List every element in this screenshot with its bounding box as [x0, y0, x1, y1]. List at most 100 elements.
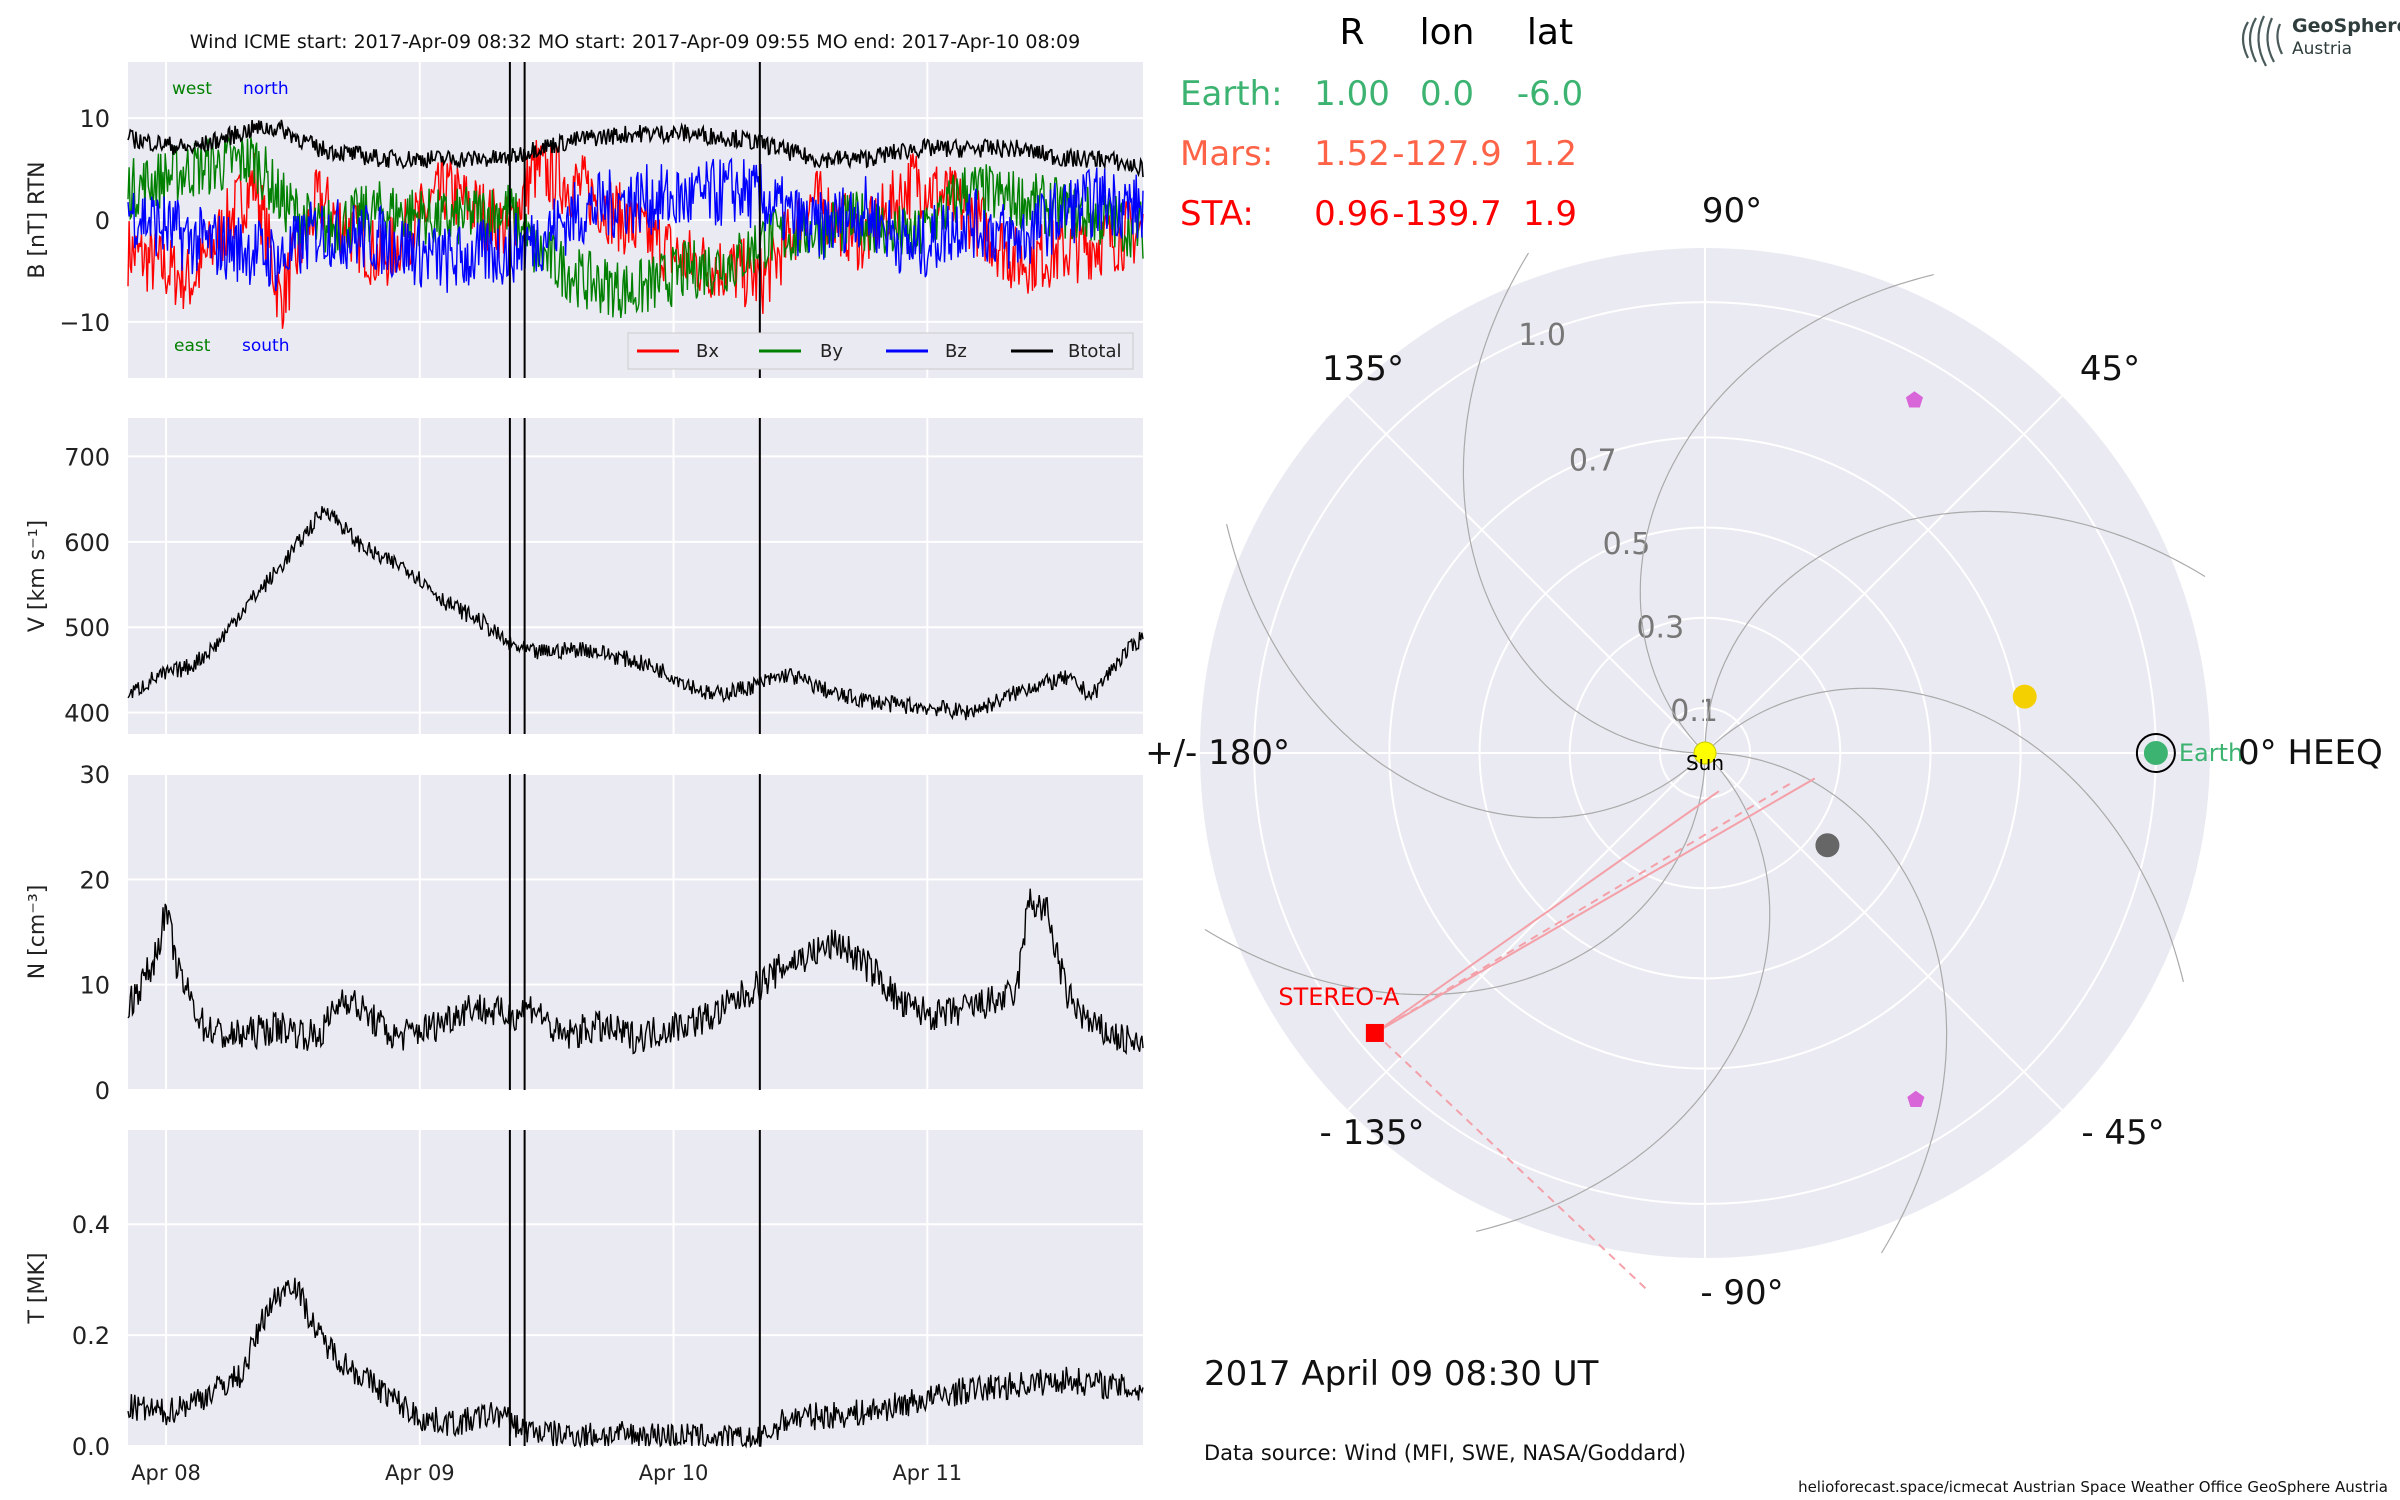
y-tick-label: 600: [64, 529, 110, 557]
table-cell: -139.7: [1392, 194, 1502, 234]
table-cell: 0.96: [1314, 194, 1390, 234]
x-tick-label: Apr 08: [131, 1461, 201, 1485]
x-tick-label: Apr 11: [892, 1461, 962, 1485]
mercury-marker: [1815, 833, 1840, 858]
series-line-t: [127, 1277, 1144, 1449]
angular-grid-line: [1347, 752, 1706, 1111]
y-tick-label: 0: [95, 1077, 110, 1105]
stereo-a-view-line: [1374, 777, 1816, 1034]
parker-spiral: [1462, 252, 1705, 754]
earth-marker: [2143, 741, 2168, 765]
table-cell: 1.2: [1523, 134, 1577, 174]
stereo-a-view-line: [1374, 782, 1791, 1034]
angular-grid-line: [1704, 752, 2063, 1111]
time-axis-ticks: Apr 08 Apr 09 Apr 10 Apr 11: [131, 1461, 962, 1485]
parker-spiral: [1226, 524, 1706, 819]
y-tick-label: 400: [64, 700, 110, 728]
angle-label: 135°: [1322, 349, 1404, 389]
x-tick-label: Apr 10: [639, 1461, 709, 1485]
angle-label: 45°: [2080, 349, 2140, 389]
legend-label-bx: Bx: [696, 341, 719, 362]
series-line-by: [127, 135, 1144, 318]
y-tick-label: 700: [64, 443, 110, 471]
legend-label-by: By: [820, 341, 843, 362]
panel-speed: V [km s⁻¹] 400 500 600 700: [25, 418, 1144, 734]
sun-marker: [1693, 741, 1717, 765]
x-tick-label: Apr 09: [385, 1461, 455, 1485]
angular-grid-line: [1704, 395, 2063, 754]
geosphere-logo-icon: [2241, 15, 2283, 67]
annotation-south: south: [242, 336, 289, 356]
panel-temperature: T [MK] 0.0 0.2 0.4: [25, 1130, 1144, 1461]
y-tick-label: 10: [79, 972, 110, 1000]
panel-background: [128, 1130, 1143, 1446]
radial-grid-label: 1.0: [1518, 318, 1566, 353]
panel-magnetic-field: Wind ICME start: 2017-Apr-09 08:32 MO st…: [25, 31, 1144, 378]
venus-marker: [2012, 684, 2037, 709]
angle-label: +/- 180°: [1145, 733, 1290, 773]
series-line-bz: [127, 157, 1144, 293]
legend-label-btotal: Btotal: [1068, 341, 1122, 362]
table-cell: 1.9: [1523, 194, 1577, 234]
table-cell: STA:: [1180, 194, 1254, 234]
stereo-a-label: STEREO-A: [1278, 983, 1400, 1011]
panel-v-ylabel: V [km s⁻¹]: [25, 520, 50, 632]
panel-density: N [cm⁻³] 0 10 20 30: [25, 761, 1144, 1105]
legend: Bx By Bz Btotal: [627, 332, 1134, 370]
series-line-btotal: [127, 119, 1144, 178]
annotation-east: east: [174, 336, 211, 356]
angle-label: - 45°: [2081, 1113, 2164, 1153]
stereo-a-view-line: [1374, 790, 1720, 1034]
table-cell: 0.0: [1420, 74, 1474, 114]
parker-spiral: [1705, 752, 1948, 1254]
y-tick-label: 0.4: [72, 1211, 110, 1239]
angle-label: - 90°: [1700, 1273, 1783, 1313]
y-tick-label: 10: [79, 105, 110, 133]
y-tick-label: 0.0: [72, 1433, 110, 1461]
table-header-lon: lon: [1420, 12, 1475, 53]
angle-label: - 135°: [1320, 1113, 1425, 1153]
parker-spiral: [1704, 510, 2206, 753]
table-header-r: R: [1339, 12, 1364, 53]
annotation-west: west: [172, 79, 212, 99]
radial-grid-label: 0.3: [1636, 611, 1684, 646]
earth-ring: [2135, 733, 2176, 773]
panel-background: [128, 418, 1143, 734]
sun-label: Sun: [1686, 751, 1724, 775]
data-source-label: Data source: Wind (MFI, SWE, NASA/Goddar…: [1204, 1441, 1686, 1465]
y-tick-label: 0.2: [72, 1322, 110, 1350]
y-tick-label: 30: [79, 761, 110, 789]
date-label: 2017 April 09 08:30 UT: [1204, 1354, 1599, 1394]
table-cell: Earth:: [1180, 74, 1283, 114]
angular-grid-line: [1347, 395, 1706, 754]
table-cell: 1.00: [1314, 74, 1390, 114]
annotation-north: north: [243, 79, 289, 99]
series-line-v: [127, 506, 1144, 721]
radial-grid-label: 0.7: [1569, 443, 1617, 478]
position-table: R lon lat Earth: 1.00 0.0 -6.0 Mars: 1.52 -127…: [1180, 12, 1583, 234]
y-tick-label: −10: [59, 309, 110, 337]
geosphere-logo: GeoSphere Austria: [2241, 15, 2400, 67]
parker-spiral: [1639, 274, 1934, 754]
panel-background: [128, 774, 1143, 1090]
parker-spiral: [1476, 752, 1771, 1232]
angle-label: 90°: [1702, 191, 1762, 231]
logo-line-1: GeoSphere: [2292, 15, 2400, 37]
panel-t-ylabel: T [MK]: [25, 1252, 50, 1324]
panel-b-ylabel: B [nT] RTN: [25, 161, 50, 278]
legend-label-bz: Bz: [945, 341, 967, 362]
panel-b-title: Wind ICME start: 2017-Apr-09 08:32 MO st…: [190, 31, 1080, 53]
radial-grid-label: 0.1: [1670, 694, 1718, 729]
y-tick-label: 0: [95, 207, 110, 235]
table-cell: -127.9: [1392, 134, 1502, 174]
earth-label: Earth: [2179, 739, 2243, 767]
angle-label: 0° HEEQ: [2238, 733, 2383, 773]
spacecraft-marker: [1905, 391, 1923, 408]
panel-n-ylabel: N [cm⁻³]: [25, 885, 50, 980]
table-cell: 1.52: [1314, 134, 1390, 174]
logo-line-2: Austria: [2292, 39, 2352, 59]
table-cell: Mars:: [1180, 134, 1273, 174]
parker-spiral: [1704, 687, 2184, 982]
